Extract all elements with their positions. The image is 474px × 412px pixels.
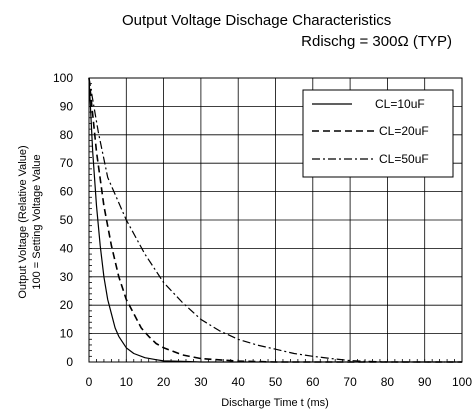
x-tick-label: 60 [306,375,320,389]
legend: CL=10uF CL=20uF CL=50uF [302,89,454,178]
legend-label-cl50: CL=50uF [379,152,429,166]
x-tick-labels: 0 10 20 30 40 50 60 70 80 90 100 [86,375,473,389]
legend-label-cl10: CL=10uF [375,97,425,111]
chart-title: Output Voltage Dischage Characteristics [122,12,391,29]
y-tick-label: 60 [60,185,74,199]
x-tick-label: 50 [269,375,283,389]
minor-ticks [88,77,463,363]
y-tick-labels: 0 10 20 30 40 50 60 70 80 90 100 [53,71,73,369]
y-tick-label: 20 [60,298,74,312]
x-tick-label: 40 [232,375,246,389]
y-axis-label: Output Voltage (Relative Value) 100 = Se… [17,145,43,298]
x-tick-label: 90 [418,375,432,389]
y-tick-label: 70 [60,156,74,170]
x-tick-label: 70 [343,375,357,389]
y-tick-label: 90 [60,99,74,113]
x-tick-label: 100 [452,375,472,389]
x-tick-label: 20 [157,375,171,389]
y-axis-label-line1: Output Voltage (Relative Value) [17,145,29,298]
y-axis-label-line2: 100 = Setting Voltage Value [31,154,43,289]
y-tick-label: 80 [60,128,74,142]
x-axis-label: Discharge Time t (ms) [221,397,329,409]
chart-subtitle: Rdischg = 300Ω (TYP) [301,33,452,50]
series-line-cl-10uf [88,77,462,363]
y-tick-label: 0 [66,355,73,369]
y-tick-label: 10 [60,327,74,341]
x-tick-label: 0 [86,375,93,389]
y-tick-label: 40 [60,241,74,255]
y-tick-label: 30 [60,270,74,284]
y-tick-label: 100 [53,71,73,85]
x-tick-label: 10 [120,375,134,389]
legend-label-cl20: CL=20uF [379,124,429,138]
series-layer [88,77,462,363]
x-tick-label: 30 [194,375,208,389]
x-tick-label: 80 [381,375,395,389]
series-line-cl-50uf [88,77,462,363]
series-line-cl-20uf [88,77,462,363]
y-tick-label: 50 [60,213,74,227]
